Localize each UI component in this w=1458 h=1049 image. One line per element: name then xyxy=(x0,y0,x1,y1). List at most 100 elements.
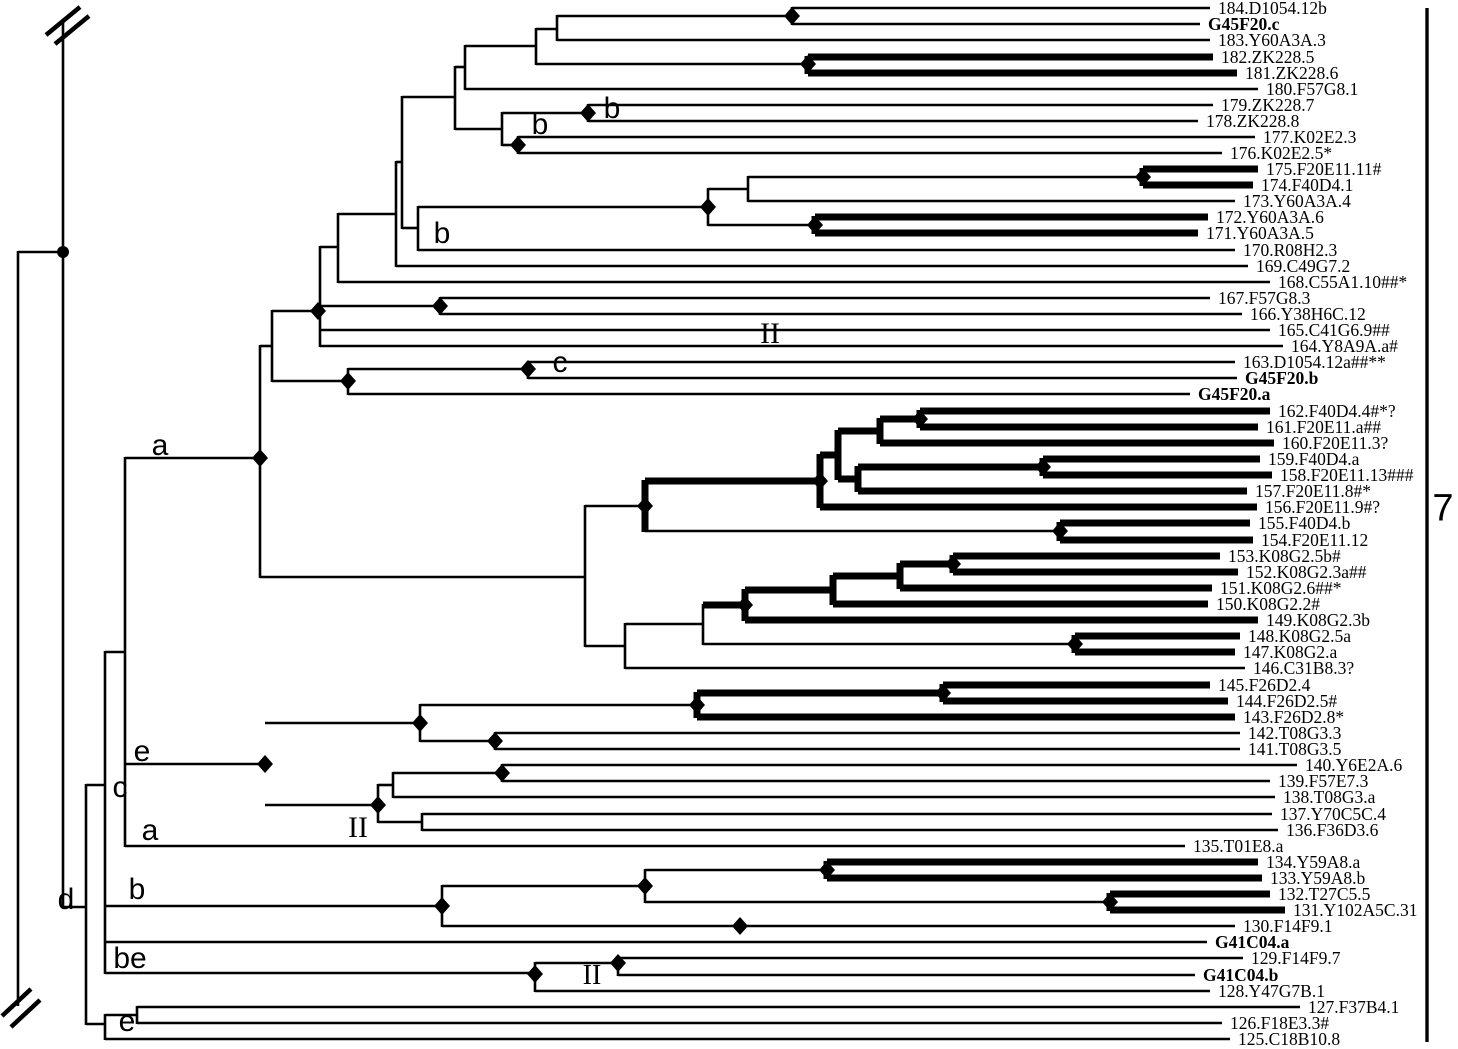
leaf-label: 174.F40D4.1 xyxy=(1261,175,1353,195)
leaf-label: 125.C18B10.8 xyxy=(1238,1029,1340,1049)
clade-annotation-label: c xyxy=(553,346,568,379)
leaf-label: 146.C31B8.3? xyxy=(1253,658,1354,678)
node-diamond-icon xyxy=(580,104,596,122)
leaf-label: 151.K08G2.6##* xyxy=(1220,578,1342,598)
clade-annotation-label: II xyxy=(760,317,780,350)
node-diamond-icon xyxy=(434,897,450,915)
leaf-label: 172.Y60A3A.6 xyxy=(1216,207,1324,227)
leaf-label: 144.F26D2.5# xyxy=(1236,691,1337,711)
leaf-label: 182.ZK228.5 xyxy=(1221,47,1315,67)
leaf-label: 184.D1054.12b xyxy=(1218,0,1327,18)
node-diamond-icon xyxy=(1035,458,1051,476)
leaf-label: 165.C41G6.9## xyxy=(1278,320,1390,340)
branch-break-icon xyxy=(53,14,91,46)
leaf-label: 167.F57G8.3 xyxy=(1218,288,1311,308)
clade-annotation-label: a xyxy=(142,814,159,847)
leaf-label: 177.K02E2.3 xyxy=(1263,127,1357,147)
leaf-label: 156.F20E11.9#? xyxy=(1265,497,1380,517)
leaf-label: 130.F14F9.1 xyxy=(1243,916,1332,936)
leaf-label: 180.F57G8.1 xyxy=(1266,79,1358,99)
leaf-label: 132.T27C5.5 xyxy=(1278,884,1371,904)
branch-break-icon xyxy=(44,5,82,37)
node-diamond-icon xyxy=(800,55,816,73)
leaf-label: 129.F14F9.7 xyxy=(1251,948,1341,968)
node-diamond-icon xyxy=(527,965,543,983)
clade-annotation-label: b xyxy=(604,92,621,125)
node-diamond-icon xyxy=(637,497,653,515)
leaf-label: 159.F40D4.a xyxy=(1268,449,1360,469)
leaf-label: 171.Y60A3A.5 xyxy=(1206,223,1314,243)
leaf-label: 164.Y8A9A.a# xyxy=(1291,336,1398,356)
leaf-label: 136.F36D3.6 xyxy=(1286,820,1379,840)
leaf-label: G41C04.b xyxy=(1203,965,1279,985)
leaf-label: 154.F20E11.12 xyxy=(1261,530,1368,550)
leaf-label: 176.K02E2.5* xyxy=(1230,143,1332,163)
leaf-label: 183.Y60A3A.3 xyxy=(1218,30,1326,50)
leaf-label: 148.K08G2.5a xyxy=(1248,626,1351,646)
leaf-label: 163.D1054.12a##** xyxy=(1243,352,1386,372)
node-diamond-icon xyxy=(1052,522,1068,540)
node-diamond-icon xyxy=(1135,168,1151,186)
leaf-label: 178.ZK228.8 xyxy=(1206,111,1300,131)
node-diamond-icon xyxy=(487,732,503,750)
leaf-label: 150.K08G2.2# xyxy=(1216,594,1320,614)
leaf-label: 161.F20E11.a## xyxy=(1266,417,1381,437)
clade-annotation-label: c xyxy=(113,771,128,804)
leaf-label: 166.Y38H6C.12 xyxy=(1250,304,1366,324)
clade-annotation-label: b xyxy=(434,217,451,250)
node-dot-icon xyxy=(57,246,69,258)
node-diamond-icon xyxy=(494,764,510,782)
leaf-label: 147.K08G2.a xyxy=(1243,642,1338,662)
clade-annotation-label: b xyxy=(532,108,549,141)
clade-annotation-label: a xyxy=(152,429,169,462)
node-diamond-icon xyxy=(935,684,951,702)
leaf-label: 141.T08G3.5 xyxy=(1248,739,1342,759)
leaf-label: 149.K08G2.3b xyxy=(1266,610,1370,630)
leaf-label: 153.K08G2.5b# xyxy=(1228,546,1341,566)
node-diamond-icon xyxy=(257,755,273,773)
panel-number-label: 7 xyxy=(1432,488,1453,530)
leaf-label: G45F20.b xyxy=(1245,368,1319,388)
leaf-label: G45F20.c xyxy=(1208,14,1280,34)
node-diamond-icon xyxy=(520,360,536,378)
leaf-label: 138.T08G3.a xyxy=(1283,787,1376,807)
node-diamond-icon xyxy=(689,696,705,714)
leaf-label: 135.T01E8.a xyxy=(1193,836,1284,856)
leaf-label: 143.F26D2.8* xyxy=(1243,707,1344,727)
leaf-label: 134.Y59A8.a xyxy=(1266,852,1361,872)
node-diamond-icon xyxy=(310,302,326,320)
leaf-label: 169.C49G7.2 xyxy=(1256,256,1350,276)
leaf-label: 126.F18E3.3# xyxy=(1230,1013,1329,1033)
leaf-label: 173.Y60A3A.4 xyxy=(1243,191,1351,211)
leaf-label: G41C04.a xyxy=(1215,932,1290,952)
leaf-label: 131.Y102A5C.31 xyxy=(1293,900,1417,920)
leaf-label: 127.F37B4.1 xyxy=(1308,997,1399,1017)
node-diamond-icon xyxy=(370,796,386,814)
node-diamond-icon xyxy=(807,216,823,234)
leaf-label: 139.F57E7.3 xyxy=(1278,771,1369,791)
node-diamond-icon xyxy=(432,297,448,315)
clade-annotation-label: b xyxy=(129,873,146,906)
node-diamond-icon xyxy=(819,861,835,879)
leaf-label: 133.Y59A8.b xyxy=(1270,868,1366,888)
leaf-label: 160.F20E11.3? xyxy=(1282,433,1389,453)
leaf-label: 170.R08H2.3 xyxy=(1243,240,1338,260)
node-diamond-icon xyxy=(1102,893,1118,911)
leaf-label: 162.F40D4.4#*? xyxy=(1278,401,1396,421)
node-diamond-icon xyxy=(412,714,428,732)
node-diamond-icon xyxy=(812,472,828,490)
node-diamond-icon xyxy=(637,877,653,895)
leaf-label: 142.T08G3.3 xyxy=(1248,723,1342,743)
node-diamond-icon xyxy=(340,372,356,390)
leaf-label: 140.Y6E2A.6 xyxy=(1305,755,1402,775)
clade-annotation-label: II xyxy=(348,811,368,844)
clade-annotation-label: II xyxy=(583,960,602,991)
leaf-label: 152.K08G2.3a## xyxy=(1246,562,1367,582)
branch-break-icon xyxy=(9,998,42,1029)
clade-annotation-label: e xyxy=(134,735,151,768)
leaf-label: G45F20.a xyxy=(1198,384,1271,404)
node-diamond-icon xyxy=(252,449,268,467)
node-diamond-icon xyxy=(510,136,526,154)
